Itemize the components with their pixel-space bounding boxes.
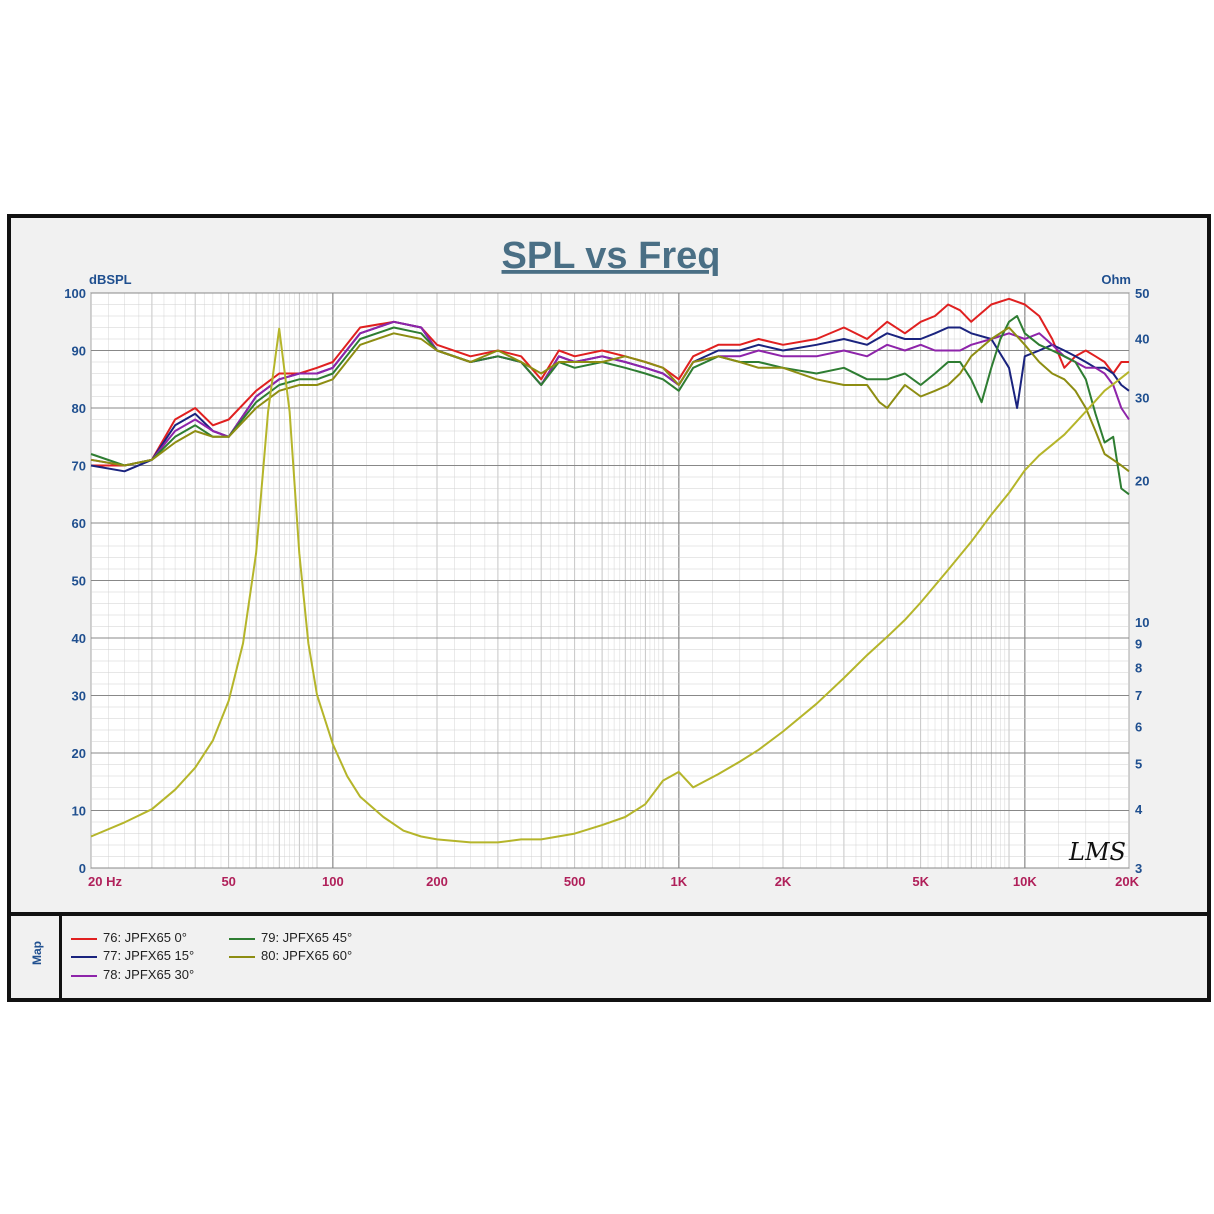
y2-tick-label: 4 [1135,802,1143,817]
legend-swatch [71,955,97,958]
x-tick-label: 50 [221,874,235,889]
y2-tick-label: 6 [1135,719,1142,734]
legend-swatch [71,937,97,940]
y-tick-label: 80 [72,401,86,416]
y2-tick-label: 3 [1135,861,1142,876]
y2-tick-label: 30 [1135,390,1149,405]
y-tick-label: 10 [72,804,86,819]
y-tick-label: 50 [72,574,86,589]
x-tick-label: 200 [426,874,448,889]
y-tick-label: 20 [72,746,86,761]
y-tick-label: 100 [64,286,86,301]
legend-swatch [229,955,255,958]
watermark: LMS [1068,838,1126,866]
y2-tick-label: 10 [1135,615,1149,630]
chart-frame: SPL vs Freq dBSPL Ohm 0 10 20 30 40 50 60 70 80 9… [7,214,1211,1002]
map-tab-label: Map [30,941,44,965]
y2-tick-label: 7 [1135,688,1142,703]
y-tick-label: 0 [79,861,86,876]
legend-item-79[interactable]: 79: JPFX65 45° [229,930,352,945]
y-axis-label-left: dBSPL [89,272,132,287]
legend-item-80[interactable]: 80: JPFX65 60° [229,948,352,963]
legend-swatch [229,937,255,940]
y2-tick-label: 9 [1135,636,1142,651]
chart-title-link[interactable]: SPL vs Freq [502,235,721,277]
x-tick-label: 5K [912,874,929,889]
legend-item-76[interactable]: 76: JPFX65 0° [71,930,187,945]
legend-item-77[interactable]: 77: JPFX65 15° [71,948,194,963]
y2-tick-label: 50 [1135,286,1149,301]
x-tick-label: 1K [671,874,688,889]
y-tick-label: 40 [72,631,86,646]
x-tick-label: 10K [1013,874,1037,889]
y-tick-label: 90 [72,344,86,359]
x-tick-label: 20K [1115,874,1139,889]
legend-swatch [71,974,97,977]
y2-tick-label: 40 [1135,332,1149,347]
y-axis-label-right: Ohm [1101,272,1131,287]
y-tick-label: 30 [72,689,86,704]
y2-tick-label: 5 [1135,757,1142,772]
x-tick-label: 2K [775,874,792,889]
series-line-4 [90,326,1130,473]
legend-panel: Map 76: JPFX65 0° 77: JPFX65 15° 78: JPF… [7,912,1211,1002]
x-tick-label: 20 Hz [88,874,122,889]
x-tick-label: 100 [322,874,344,889]
x-tick-label: 500 [564,874,586,889]
plot-area: 0 10 20 30 40 50 60 70 80 90 100 3 4 5 6 7 8 9 10 20 30 40 50 2… [64,286,1149,889]
y-tick-label: 60 [72,516,86,531]
map-tab[interactable]: Map [11,916,62,998]
chart-canvas: SPL vs Freq dBSPL Ohm 0 10 20 30 40 50 60 70 80 9… [64,235,1149,889]
chart-title: SPL vs Freq [502,235,721,277]
series-line-5 [90,327,1130,844]
y-tick-label: 70 [72,459,86,474]
legend-item-78[interactable]: 78: JPFX65 30° [71,967,194,982]
y2-tick-label: 20 [1135,473,1149,488]
y2-tick-label: 8 [1135,661,1142,676]
